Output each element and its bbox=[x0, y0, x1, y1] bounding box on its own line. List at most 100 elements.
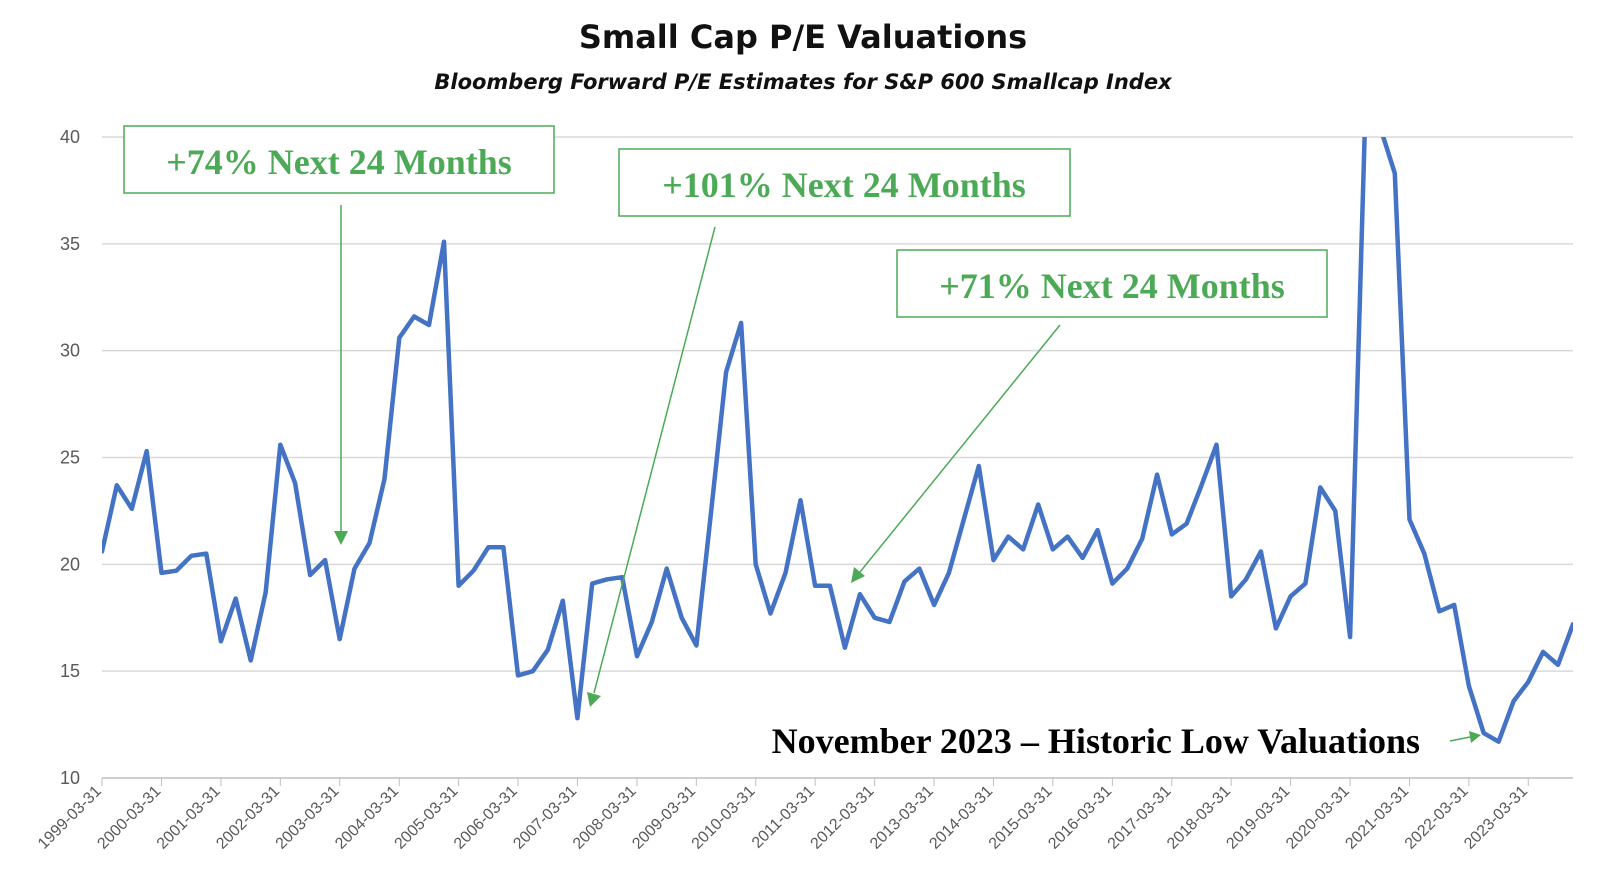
data-point bbox=[412, 315, 416, 319]
x-tick-label: 2002-03-31 bbox=[213, 783, 283, 853]
data-point bbox=[1006, 535, 1010, 539]
data-point bbox=[278, 443, 282, 447]
data-point bbox=[1422, 552, 1426, 556]
data-point bbox=[189, 554, 193, 558]
y-tick-label: 40 bbox=[60, 127, 80, 147]
data-point bbox=[397, 336, 401, 340]
y-tick-label: 25 bbox=[60, 448, 80, 468]
data-point bbox=[338, 637, 342, 641]
data-point bbox=[145, 449, 149, 453]
data-point bbox=[204, 552, 208, 556]
data-point bbox=[1348, 635, 1352, 639]
y-tick-label: 15 bbox=[60, 661, 80, 681]
data-point bbox=[1318, 485, 1322, 489]
data-point bbox=[427, 323, 431, 327]
annotation-box bbox=[896, 249, 1328, 318]
annotation-box bbox=[123, 125, 555, 194]
data-point bbox=[1303, 582, 1307, 586]
data-point bbox=[160, 571, 164, 575]
data-point bbox=[1051, 547, 1055, 551]
data-point bbox=[917, 567, 921, 571]
chart-title: Small Cap P/E Valuations bbox=[578, 18, 1028, 56]
data-point bbox=[635, 654, 639, 658]
y-tick-label: 10 bbox=[60, 768, 80, 788]
gridlines bbox=[102, 136, 1573, 779]
data-point bbox=[1363, 124, 1367, 128]
data-point bbox=[813, 584, 817, 588]
annotation-nov-2023: November 2023 – Historic Low Valuations bbox=[772, 721, 1481, 761]
x-tick-label: 2023-03-31 bbox=[1461, 783, 1531, 853]
data-point bbox=[174, 569, 178, 573]
x-tick-label: 2020-03-31 bbox=[1283, 783, 1353, 853]
data-point bbox=[1140, 537, 1144, 541]
data-point bbox=[1170, 532, 1174, 536]
data-point bbox=[1408, 518, 1412, 522]
y-axis: 10 15 20 25 30 35 40 bbox=[60, 127, 80, 788]
data-point bbox=[694, 644, 698, 648]
x-tick-label: 2015-03-31 bbox=[986, 783, 1056, 853]
data-point bbox=[368, 541, 372, 545]
x-tick-label: 2003-03-31 bbox=[273, 783, 343, 853]
annotation-label: +101% Next 24 Months bbox=[662, 165, 1026, 205]
annotation-label: November 2023 – Historic Low Valuations bbox=[772, 721, 1420, 761]
data-point bbox=[1155, 473, 1159, 477]
annotation-arrow bbox=[593, 226, 716, 694]
y-tick-label: 30 bbox=[60, 341, 80, 361]
data-point bbox=[665, 567, 669, 571]
data-point bbox=[531, 669, 535, 673]
arrow-head bbox=[334, 531, 348, 545]
data-point bbox=[1467, 684, 1471, 688]
x-tick-label: 1999-03-31 bbox=[35, 783, 105, 853]
data-point bbox=[1556, 663, 1560, 667]
data-point bbox=[932, 603, 936, 607]
x-tick-label: 2009-03-31 bbox=[629, 783, 699, 853]
data-point bbox=[724, 370, 728, 374]
data-point bbox=[1289, 594, 1293, 598]
data-point bbox=[1497, 740, 1501, 744]
x-tick-label: 2013-03-31 bbox=[867, 783, 937, 853]
data-point bbox=[1333, 509, 1337, 513]
x-tick-label: 2021-03-31 bbox=[1342, 783, 1412, 853]
data-point bbox=[828, 584, 832, 588]
x-tick-label: 2012-03-31 bbox=[808, 783, 878, 853]
data-point bbox=[605, 577, 609, 581]
data-point bbox=[903, 579, 907, 583]
data-point bbox=[442, 240, 446, 244]
data-point bbox=[1066, 535, 1070, 539]
data-point bbox=[546, 648, 550, 652]
chart-subtitle: Bloomberg Forward P/E Estimates for S&P … bbox=[434, 70, 1172, 94]
data-point bbox=[1378, 124, 1382, 128]
data-point bbox=[873, 616, 877, 620]
annotation-box bbox=[618, 148, 1071, 217]
data-point bbox=[843, 646, 847, 650]
data-point bbox=[1393, 171, 1397, 175]
x-tick-label: 2019-03-31 bbox=[1223, 783, 1293, 853]
x-tick-label: 2010-03-31 bbox=[689, 783, 759, 853]
data-point bbox=[1452, 603, 1456, 607]
x-tick-label: 2016-03-31 bbox=[1045, 783, 1115, 853]
data-point bbox=[888, 620, 892, 624]
data-point bbox=[784, 571, 788, 575]
data-point bbox=[1125, 567, 1129, 571]
x-tick-label: 2007-03-31 bbox=[510, 783, 580, 853]
data-point bbox=[561, 599, 565, 603]
data-point bbox=[1081, 556, 1085, 560]
x-tick-label: 2017-03-31 bbox=[1105, 783, 1175, 853]
data-point bbox=[1200, 483, 1204, 487]
data-point bbox=[1036, 503, 1040, 507]
data-point bbox=[1512, 699, 1516, 703]
data-point bbox=[947, 571, 951, 575]
data-point bbox=[1259, 550, 1263, 554]
annotation-arrow bbox=[1449, 736, 1471, 742]
x-tick-label: 2004-03-31 bbox=[332, 783, 402, 853]
data-point bbox=[249, 659, 253, 663]
x-tick-label: 2000-03-31 bbox=[94, 783, 164, 853]
data-point bbox=[680, 616, 684, 620]
data-point bbox=[1215, 443, 1219, 447]
data-point bbox=[1274, 626, 1278, 630]
x-tick-label: 2005-03-31 bbox=[392, 783, 462, 853]
annotation-101: +101% Next 24 Months bbox=[587, 148, 1071, 707]
arrow-head bbox=[587, 692, 601, 707]
annotation-arrow bbox=[859, 324, 1061, 573]
